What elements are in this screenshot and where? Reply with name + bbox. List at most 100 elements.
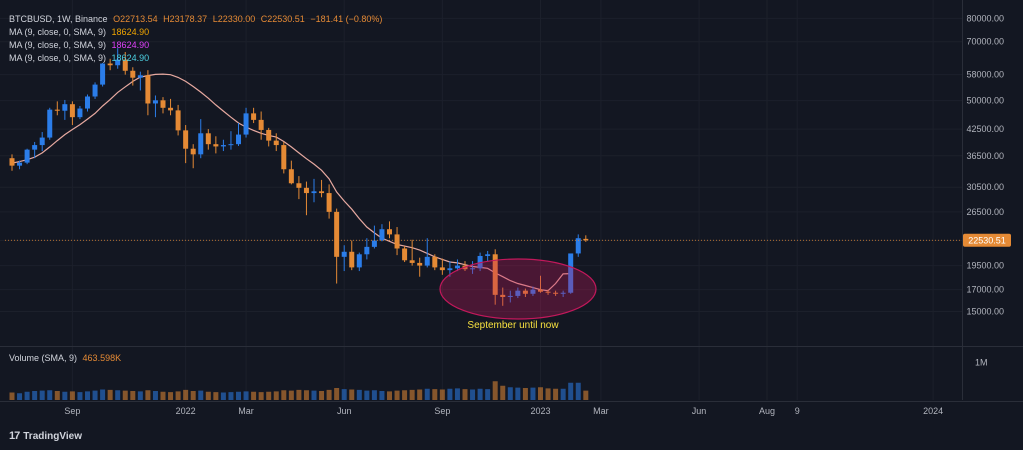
volume-bar	[273, 391, 279, 400]
volume-bar	[258, 392, 264, 400]
price-tick-label: 17000.00	[966, 285, 1004, 295]
candle-body	[100, 63, 106, 85]
volume-bar	[454, 388, 460, 400]
time-tick-label: Mar	[238, 406, 254, 416]
volume-bar	[470, 389, 476, 400]
volume-bar	[402, 390, 408, 400]
candle-body	[198, 133, 204, 155]
time-tick-label: Jun	[692, 406, 707, 416]
volume-bar	[220, 392, 226, 400]
open-value: O22713.54	[113, 14, 158, 24]
candle-body	[326, 193, 332, 212]
volume-bar	[568, 382, 574, 400]
candle-body	[54, 109, 60, 111]
candle-body	[560, 292, 566, 294]
candle-body	[107, 63, 113, 66]
volume-bar	[190, 391, 196, 400]
candle-body	[530, 289, 536, 294]
volume-bar	[100, 389, 106, 400]
volume-bar	[145, 390, 151, 400]
volume-bar	[545, 388, 551, 400]
candle-body	[152, 100, 158, 104]
volume-bar	[137, 391, 143, 400]
volume-bar	[432, 389, 438, 400]
volume-bar	[69, 391, 75, 400]
chart-grid	[0, 0, 962, 400]
price-tick-label: 15000.00	[966, 307, 1004, 317]
symbol-legend: BTCBUSD, 1W, Binance O22713.54 H23178.37…	[9, 13, 385, 25]
ma-label: MA (9, close, 0, SMA, 9)	[9, 27, 107, 37]
volume-bar	[115, 390, 121, 400]
volume-bar	[17, 393, 23, 400]
candle-body	[251, 113, 257, 120]
volume-bar	[160, 391, 166, 400]
volume-bar	[24, 391, 30, 400]
candle-body	[228, 144, 234, 146]
symbol-name[interactable]: BTCBUSD, 1W, Binance	[9, 14, 108, 24]
ma-value: 18624.90	[111, 27, 150, 37]
candle-body	[507, 295, 513, 297]
candle-body	[402, 248, 408, 261]
candle-body	[500, 294, 506, 297]
candle-body	[341, 251, 347, 257]
volume-bar	[130, 391, 136, 400]
candle-body	[62, 104, 68, 111]
volume-bar	[462, 389, 468, 400]
candle-body	[553, 292, 559, 294]
candle-body	[470, 268, 476, 270]
volume-bar	[311, 390, 317, 400]
price-tick-label: 30500.00	[966, 182, 1004, 192]
volume-bar	[77, 392, 83, 400]
tradingview-footer[interactable]: 17 TradingView	[9, 430, 82, 442]
volume-bar	[341, 389, 347, 400]
volume-bar	[409, 389, 415, 400]
candle-body	[303, 187, 309, 194]
high-value: H23178.37	[163, 14, 208, 24]
ma-legend-3[interactable]: MA (9, close, 0, SMA, 9) 18624.90	[9, 52, 149, 64]
candle-body	[47, 109, 53, 138]
volume-bar	[371, 390, 377, 400]
candle-body	[387, 229, 392, 235]
tradingview-logo-icon: 17	[9, 430, 20, 442]
candle-body	[311, 191, 317, 194]
candle-body	[515, 290, 521, 296]
time-tick-label: Mar	[593, 406, 609, 416]
volume-bar	[575, 382, 581, 400]
candle-body	[447, 268, 453, 271]
price-tick-label: 19500.00	[966, 261, 1004, 271]
time-tick-label: Sep	[434, 406, 450, 416]
volume-bar	[394, 390, 400, 400]
volume-bar	[530, 387, 536, 400]
tradingview-brand: TradingView	[23, 430, 82, 442]
price-tick-label: 42500.00	[966, 124, 1004, 134]
ma-legend-2[interactable]: MA (9, close, 0, SMA, 9) 18624.90	[9, 39, 149, 51]
volume-bar	[439, 389, 445, 400]
ma-legend-1[interactable]: MA (9, close, 0, SMA, 9) 18624.90	[9, 26, 149, 38]
candle-body	[583, 238, 589, 241]
candle-body	[9, 158, 15, 166]
candle-body	[168, 107, 174, 111]
volume-bar	[477, 388, 483, 400]
highlight-ellipse	[439, 258, 597, 320]
volume-bar	[583, 390, 589, 400]
volume-bar	[492, 381, 498, 400]
candle-body	[258, 119, 264, 130]
volume-bar	[334, 388, 340, 400]
candle-body	[296, 183, 302, 188]
annotation-text: September until now	[467, 320, 559, 331]
time-tick-label: 2023	[530, 406, 550, 416]
time-tick-label: Sep	[64, 406, 80, 416]
volume-bar	[92, 390, 98, 400]
volume-bar	[522, 388, 528, 400]
volume-bar	[417, 389, 423, 400]
volume-value: 463.598K	[82, 353, 122, 363]
volume-bar	[349, 389, 355, 400]
volume-bar	[198, 390, 204, 400]
candle-body	[568, 253, 574, 293]
volume-bar	[251, 391, 257, 400]
volume-bar	[122, 390, 128, 400]
volume-legend[interactable]: Volume (SMA, 9) 463.598K	[9, 352, 121, 364]
candle-body	[538, 289, 543, 292]
time-tick-label: Jun	[337, 406, 352, 416]
